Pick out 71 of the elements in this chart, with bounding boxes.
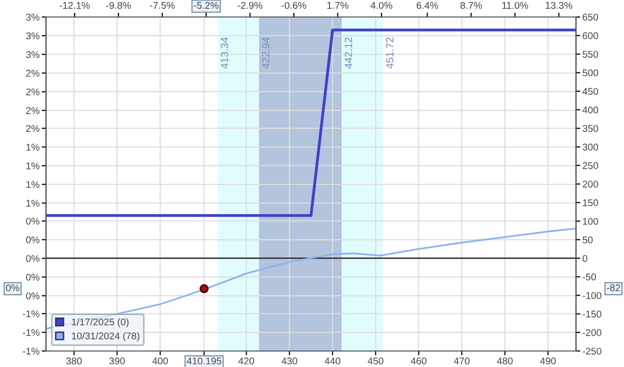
y2-tick-label: -150 xyxy=(582,310,602,318)
y-tick-label: -1% xyxy=(22,329,40,336)
y2-tick-label: 400 xyxy=(582,106,598,114)
y-tick-label: -1% xyxy=(22,348,40,355)
x2-tick-label: 8.7% xyxy=(460,2,482,9)
y2-tick-label: 450 xyxy=(582,88,598,95)
text: -82 xyxy=(606,284,620,292)
line-series xyxy=(46,228,576,330)
x2-tick-label: -9.8% xyxy=(106,2,131,9)
y2-tick-label: 650 xyxy=(582,14,598,21)
x-tick-label: 460 xyxy=(410,358,426,364)
legend-label: 1/17/2025 (0) xyxy=(72,318,129,328)
x2-tick-label: -0.6% xyxy=(282,2,306,9)
annotation: 413.34 xyxy=(220,37,228,69)
y-tick-label: 1% xyxy=(26,200,40,207)
x-tick-label: 470 xyxy=(454,358,470,364)
y2-tick-label: 200 xyxy=(582,180,598,188)
x2-tick-label: -12.1% xyxy=(60,2,90,9)
y2-tick-label: 250 xyxy=(582,162,598,170)
x-tick-label: 440 xyxy=(324,358,340,364)
y2-tick-label: 500 xyxy=(582,69,598,76)
x2-tick-label: 1.7% xyxy=(327,2,348,9)
x2-tick-label: -2.9% xyxy=(238,2,262,9)
y-tick-label: 0% xyxy=(26,292,40,300)
annotation: 442.12 xyxy=(344,38,352,69)
y2-tick-label: 100 xyxy=(582,218,598,225)
annotation: 451.72 xyxy=(386,38,394,69)
y-tick-label: 1% xyxy=(26,181,40,188)
y2-tick-label: 50 xyxy=(582,236,593,244)
x-tick-label: 410.195 xyxy=(186,358,222,364)
y2-tick-label: -250 xyxy=(582,348,602,355)
y2-tick-label: 600 xyxy=(582,32,598,40)
x2-tick-label: 6.4% xyxy=(416,2,438,9)
x2-tick-label: -5.2% xyxy=(194,2,218,9)
y-tick-label: 1% xyxy=(26,162,40,170)
annotation: 422.94 xyxy=(262,37,270,69)
x-tick-label: 430 xyxy=(282,358,298,364)
x-tick-label: 380 xyxy=(66,358,82,364)
text: 0% xyxy=(6,284,20,292)
x-tick-label: 390 xyxy=(109,358,125,364)
y2-tick-label: 350 xyxy=(582,125,598,132)
y2-tick-label: -200 xyxy=(582,329,602,336)
y-tick-label: 2% xyxy=(26,88,40,96)
y-tick-label: 0% xyxy=(26,236,40,244)
x-tick-label: 480 xyxy=(497,358,513,364)
y-tick-label: 3% xyxy=(26,51,40,58)
y2-tick-label: 300 xyxy=(582,144,598,151)
x2-tick-label: 4.0% xyxy=(370,2,392,9)
y2-tick-label: 0 xyxy=(582,254,588,262)
legend-label: 10/31/2024 (78) xyxy=(72,332,140,342)
y-tick-label: 2% xyxy=(26,107,40,114)
y2-tick-label: 150 xyxy=(582,199,598,206)
x-tick-label: 420 xyxy=(238,358,254,364)
x-tick-label: 450 xyxy=(368,358,384,364)
y-tick-label: -1% xyxy=(22,310,40,318)
y-tick-label: 2% xyxy=(26,125,40,132)
y-tick-label: 2% xyxy=(26,70,40,77)
x-tick-label: 490 xyxy=(540,358,556,364)
y-tick-label: 0% xyxy=(26,255,40,262)
y-tick-label: 0% xyxy=(26,218,40,225)
x-tick-label: 400 xyxy=(152,358,168,364)
y2-tick-label: -100 xyxy=(582,292,602,299)
y-tick-label: 0% xyxy=(26,274,40,281)
y-tick-label: 1% xyxy=(26,144,40,151)
y-tick-label: 3% xyxy=(26,32,40,40)
y2-tick-label: -50 xyxy=(582,274,596,280)
y-tick-label: 3% xyxy=(26,14,40,21)
x2-tick-label: -7.5% xyxy=(150,2,175,9)
x2-tick-label: 11.0% xyxy=(502,2,528,9)
y2-tick-label: 550 xyxy=(582,50,598,58)
x2-tick-label: 13.3% xyxy=(546,2,572,9)
